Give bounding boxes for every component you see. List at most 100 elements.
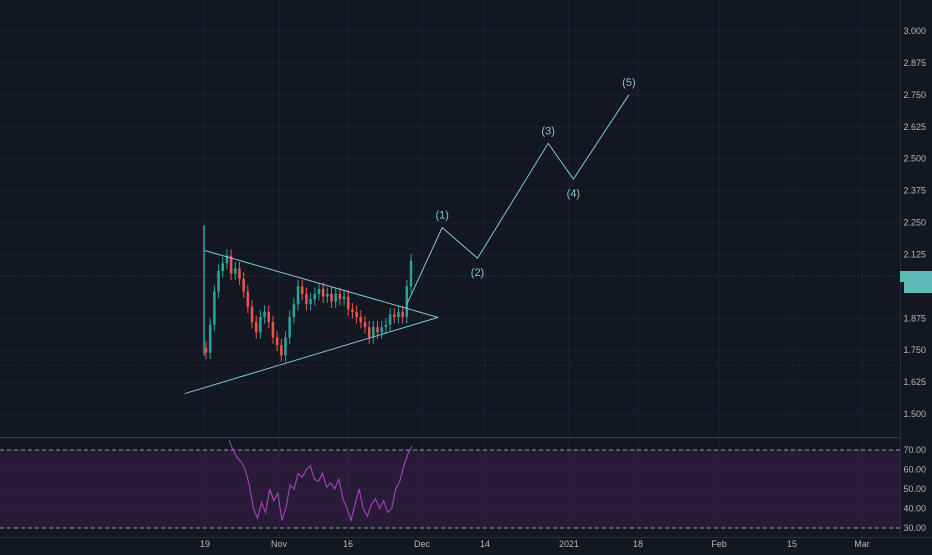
candle: [267, 305, 271, 329]
elliott-wave-path[interactable]: [406, 94, 630, 305]
time-tick-label: 19: [200, 539, 210, 549]
candle: [288, 310, 291, 344]
candle-body: [334, 293, 337, 302]
price-axis[interactable]: 3.000 2.875 2.750 2.625 2.500 2.375 2.250 2.125…: [903, 26, 926, 419]
candle-body: [284, 337, 287, 356]
candle-body: [409, 260, 413, 287]
rsi-line: [228, 440, 413, 523]
candle: [238, 262, 241, 286]
candle: [213, 285, 216, 332]
candle: [397, 305, 400, 324]
candle-body: [208, 324, 212, 353]
candle: [263, 305, 266, 324]
candle: [338, 287, 342, 306]
candle-body: [238, 268, 241, 279]
candle: [250, 300, 254, 329]
candle-body: [267, 311, 271, 323]
candle: [313, 287, 317, 306]
time-tick-label: 15: [787, 539, 797, 549]
candle: [208, 318, 212, 360]
wave-label: (2): [471, 267, 484, 279]
candle-body: [330, 293, 333, 302]
price-tick-label: 2.625: [903, 122, 926, 132]
candle: [334, 287, 337, 309]
price-tick-label: 2.875: [903, 58, 926, 68]
candle: [346, 290, 350, 316]
candle-body: [254, 322, 258, 333]
price-tick-label: 1.750: [903, 345, 926, 355]
time-tick-label: Mar: [854, 539, 870, 549]
time-tick-label: Feb: [711, 539, 727, 549]
candle: [405, 279, 409, 324]
candle: [296, 279, 300, 311]
candle: [342, 290, 346, 306]
candle: [292, 297, 296, 324]
candle: [275, 331, 279, 352]
wave-label: (3): [541, 125, 554, 137]
candle: [372, 320, 375, 344]
candle: [246, 285, 250, 314]
rsi-guides: [0, 449, 900, 529]
candle-body: [397, 311, 400, 317]
candle-body: [213, 291, 216, 325]
candle: [221, 256, 224, 278]
wave-label: (1): [435, 210, 448, 222]
candle: [317, 282, 321, 301]
candle-body: [376, 327, 379, 333]
candle-body: [342, 296, 346, 300]
candle: [401, 305, 404, 324]
price-tick-label: 2.500: [903, 154, 926, 164]
candle-body: [229, 255, 233, 274]
candle: [280, 338, 283, 362]
candle-body: [217, 271, 220, 292]
candle-body: [225, 255, 229, 264]
candle: [271, 315, 275, 344]
rsi-tick-label: 60.00: [903, 465, 926, 475]
price-tick-label: 1.500: [903, 409, 926, 419]
candle-body: [405, 286, 409, 317]
candle-body: [280, 345, 283, 356]
triangle-lower-trendline[interactable]: [184, 316, 439, 395]
rsi-series-line: [228, 440, 413, 523]
time-axis[interactable]: 19 Nov 16 Dec 14 2021 18 Feb 15 Mar: [200, 539, 870, 549]
candle-body: [234, 268, 237, 274]
candle: [351, 302, 354, 319]
price-tick-label: 2.250: [903, 218, 926, 228]
candle: [388, 308, 392, 332]
candle-body: [204, 347, 208, 353]
candle: [359, 310, 363, 329]
candle-body: [242, 278, 245, 292]
time-tick-label: 18: [633, 539, 643, 549]
price-tick-label: 1.875: [903, 313, 926, 323]
triangle-upper-trendline[interactable]: [204, 250, 439, 318]
candle: [234, 262, 237, 280]
candle-body: [313, 293, 317, 300]
rsi-tick-label: 30.00: [903, 523, 926, 533]
price-candles: [203, 225, 413, 362]
last-price-tag: [904, 282, 932, 293]
candle-body: [401, 311, 404, 317]
candle-body: [384, 324, 388, 328]
price-tick-label: 2.750: [903, 90, 926, 100]
rsi-axis[interactable]: 70.00 60.00 50.00 40.00 30.00: [903, 445, 926, 533]
candle-body: [326, 293, 329, 297]
candle-body: [351, 309, 354, 312]
rsi-tick-label: 40.00: [903, 504, 926, 514]
candle: [259, 310, 262, 339]
candle: [242, 272, 245, 298]
time-tick-label: Nov: [271, 539, 288, 549]
candle-body: [305, 293, 308, 305]
price-tick-label: 1.625: [903, 377, 926, 387]
candle: [217, 264, 220, 298]
candle: [384, 318, 388, 334]
time-tick-label: 14: [480, 539, 490, 549]
candle-body: [338, 293, 342, 300]
candle: [409, 254, 413, 293]
candle: [309, 292, 312, 311]
candle: [225, 249, 229, 270]
candle-body: [346, 296, 350, 310]
candle-body: [363, 322, 367, 328]
candle: [204, 341, 208, 360]
